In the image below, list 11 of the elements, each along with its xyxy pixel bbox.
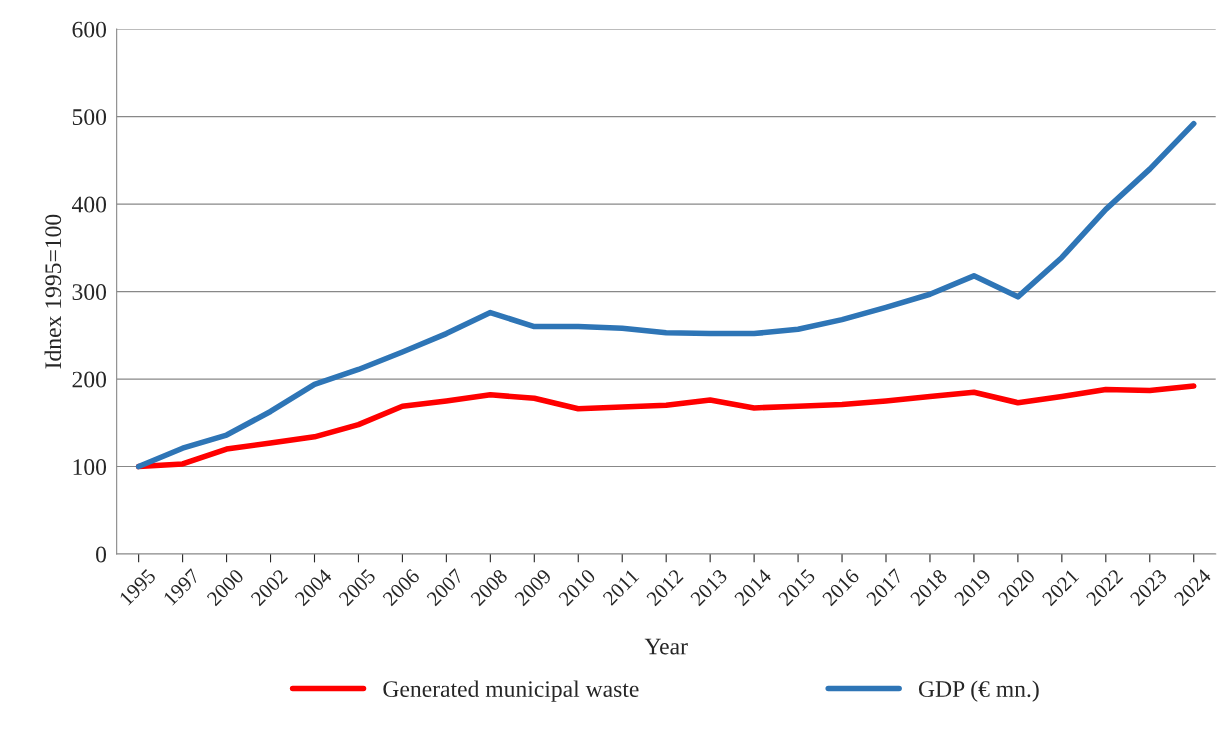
y-axis-title: Idnex 1995=100 [44, 214, 62, 369]
y-tick-label: 0 [96, 546, 107, 563]
y-tick-label: 100 [73, 459, 107, 475]
y-tick-label: 400 [71, 196, 107, 213]
y-tick-label: 300 [72, 284, 107, 301]
legend-label: Generated municipal waste [383, 680, 639, 702]
y-tick-label: 600 [72, 21, 107, 38]
y-tick-label: 500 [72, 109, 107, 126]
legend-label: GDP (€ mn.) [918, 680, 1039, 702]
y-tick-label: 200 [72, 371, 107, 388]
x-axis-title: Year [644, 638, 688, 655]
